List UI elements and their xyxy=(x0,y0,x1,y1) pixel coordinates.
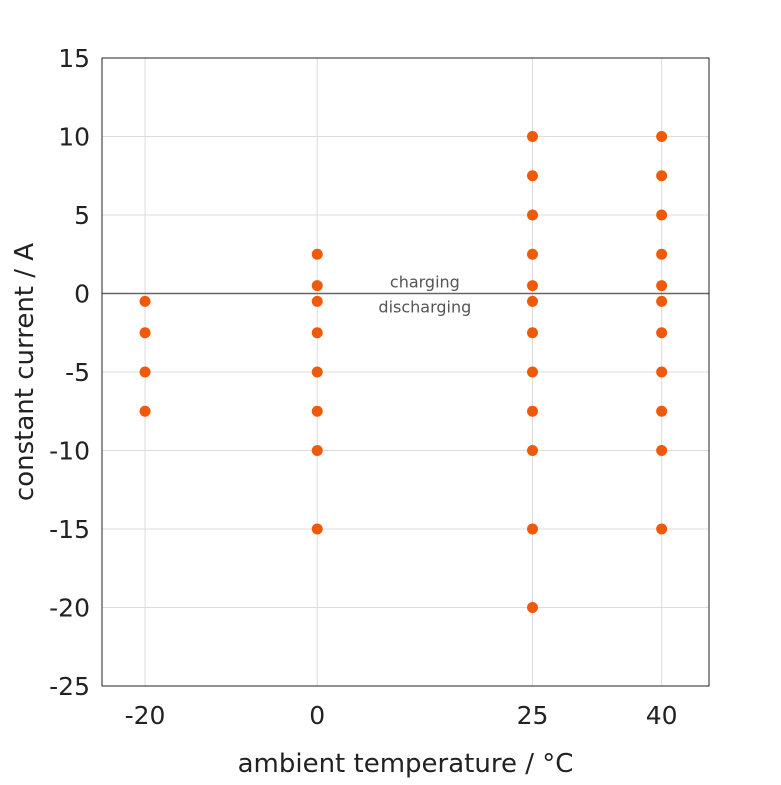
x-tick-label: 0 xyxy=(309,701,325,730)
data-point xyxy=(526,327,538,339)
data-point xyxy=(656,295,668,307)
data-point xyxy=(139,366,151,378)
data-point xyxy=(656,170,668,182)
data-point xyxy=(526,170,538,182)
y-tick-label: -25 xyxy=(49,672,90,701)
tick-labels: -20 0 25 40 15 10 5 0 -5 -10 -15 -20 -25 xyxy=(49,44,677,730)
y-tick-label: 0 xyxy=(74,280,90,309)
y-tick-label: 10 xyxy=(58,123,90,152)
data-point xyxy=(526,248,538,260)
y-tick-label: -15 xyxy=(49,515,90,544)
data-point xyxy=(311,405,323,417)
data-point xyxy=(311,523,323,535)
data-point xyxy=(656,209,668,221)
data-point xyxy=(139,295,151,307)
data-point xyxy=(311,295,323,307)
x-tick-label: -20 xyxy=(125,701,166,730)
x-tick-label: 40 xyxy=(646,701,678,730)
y-tick-label: -10 xyxy=(49,437,90,466)
data-point xyxy=(526,445,538,456)
data-point xyxy=(656,366,668,378)
y-tick-label: 5 xyxy=(74,201,90,230)
data-point xyxy=(311,280,323,292)
y-axis-label: constant current / A xyxy=(10,243,40,501)
data-point xyxy=(139,405,151,417)
data-point xyxy=(526,523,538,535)
data-point xyxy=(311,248,323,260)
data-point xyxy=(656,280,668,292)
data-point xyxy=(656,248,668,260)
data-point xyxy=(311,366,323,378)
y-tick-label: 15 xyxy=(58,44,90,73)
grid xyxy=(102,57,709,687)
y-tick-label: -20 xyxy=(49,594,90,623)
data-point xyxy=(526,131,538,142)
data-point xyxy=(526,209,538,221)
x-axis-label: ambient temperature / °C xyxy=(238,749,574,779)
data-point xyxy=(139,327,151,339)
plot-frame xyxy=(101,57,710,687)
y-tick-label: -5 xyxy=(65,358,90,387)
data-point xyxy=(526,295,538,307)
data-point xyxy=(311,445,323,456)
data-point xyxy=(526,280,538,292)
annotation-charging: charging xyxy=(390,273,460,292)
data-point xyxy=(526,405,538,417)
data-point xyxy=(656,131,668,142)
data-point xyxy=(526,602,538,613)
data-point xyxy=(311,327,323,339)
data-point xyxy=(656,523,668,535)
data-points xyxy=(139,131,668,613)
annotation-discharging: discharging xyxy=(378,298,471,317)
data-point xyxy=(656,327,668,339)
data-point xyxy=(656,445,668,456)
x-tick-label: 25 xyxy=(517,701,549,730)
data-point xyxy=(526,366,538,378)
data-point xyxy=(656,405,668,417)
